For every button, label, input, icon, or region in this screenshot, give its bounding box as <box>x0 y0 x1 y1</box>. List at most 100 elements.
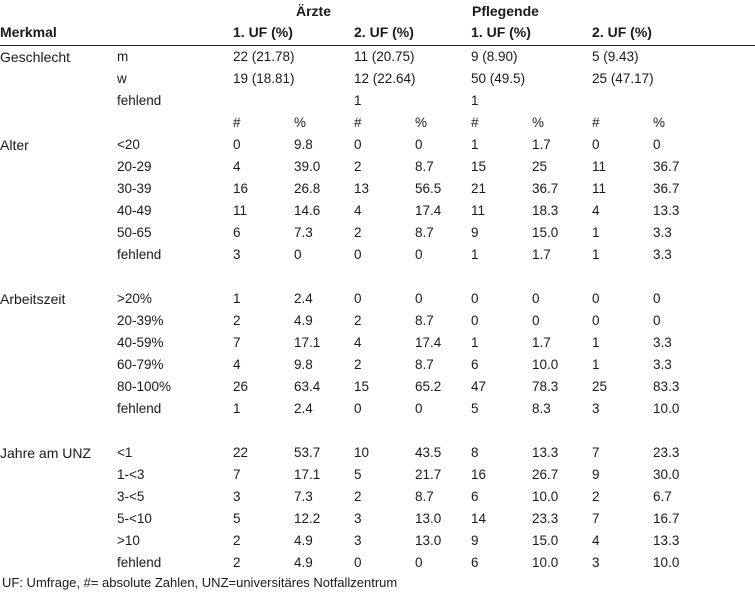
subcategory-cell: 20-39% <box>117 313 164 328</box>
count-cell: 2 <box>354 159 362 174</box>
count-cell: 7 <box>233 335 241 350</box>
count-cell: 4 <box>354 335 362 350</box>
column-header-uf2-pflegende: 2. UF (%) <box>592 24 652 40</box>
count-cell: 2 <box>354 225 362 240</box>
subcategory-cell: 60-79% <box>117 357 164 372</box>
subcategory-cell: 5-<10 <box>117 511 152 526</box>
percent-cell: 25 <box>532 159 548 174</box>
count-header: # <box>471 115 479 130</box>
percent-cell: 13.3 <box>532 445 559 460</box>
percent-cell: 2.4 <box>294 291 313 306</box>
count-cell: 3 <box>233 247 241 262</box>
count-cell: 10 <box>354 445 370 460</box>
table-row: 20-39% 2 4.9 2 8.7 0 0 0 0 <box>0 310 755 332</box>
spacer-row <box>0 266 755 288</box>
percent-cell: 3.3 <box>653 357 672 372</box>
group-label-empty <box>0 112 117 134</box>
count-cell: 6 <box>471 489 479 504</box>
percent-cell: 0 <box>653 291 661 306</box>
group-label: Jahre am UNZ <box>0 445 92 461</box>
group-label-empty <box>0 552 117 574</box>
percent-cell: 0 <box>415 137 423 152</box>
table-row: 60-79% 4 9.8 2 8.7 6 10.0 1 3.3 <box>0 354 755 376</box>
count-cell: 3 <box>592 555 600 570</box>
count-cell: 0 <box>354 555 362 570</box>
count-cell: 21 <box>471 181 487 196</box>
percent-cell: 4.9 <box>294 533 313 548</box>
spacer-row <box>0 420 755 442</box>
percent-cell: 53.7 <box>294 445 321 460</box>
table-row: 80-100% 26 63.4 15 65.2 47 78.3 25 83.3 <box>0 376 755 398</box>
value-cell <box>233 90 354 112</box>
count-cell: 2 <box>354 489 362 504</box>
percent-cell: 36.7 <box>532 181 559 196</box>
subcategory-cell: fehlend <box>117 93 162 108</box>
percent-cell: 15.0 <box>532 225 559 240</box>
percent-cell: 10.0 <box>532 489 559 504</box>
percent-cell: 10.0 <box>653 401 680 416</box>
count-cell: 0 <box>354 137 362 152</box>
percent-cell: 12.2 <box>294 511 321 526</box>
group-label-empty <box>0 310 117 332</box>
count-cell: 2 <box>592 489 600 504</box>
percent-cell: 1.7 <box>532 335 551 350</box>
subcategory-cell: fehlend <box>117 401 162 416</box>
table-row: Arbeitszeit >20% 1 2.4 0 0 0 0 0 0 <box>0 288 755 310</box>
percent-cell: 0 <box>415 401 423 416</box>
count-cell: 11 <box>592 159 607 174</box>
spacer-cell <box>0 420 755 442</box>
count-cell: 1 <box>471 247 479 262</box>
percent-cell: 26.8 <box>294 181 321 196</box>
count-cell: 7 <box>592 445 600 460</box>
count-cell: 0 <box>354 401 362 416</box>
count-cell: 5 <box>233 511 241 526</box>
group-label-empty <box>0 530 117 552</box>
percent-cell: 4.9 <box>294 313 313 328</box>
group-label-empty <box>0 222 117 244</box>
count-cell: 1 <box>233 401 241 416</box>
count-cell: 0 <box>592 137 600 152</box>
subcategory-cell: 50-65 <box>117 225 152 240</box>
percent-header: % <box>532 115 545 130</box>
subcategory-cell: m <box>117 49 129 64</box>
percent-cell: 21.7 <box>415 467 442 482</box>
count-cell: 16 <box>471 467 487 482</box>
table-row: 40-49 11 14.6 4 17.4 11 18.3 4 13.3 <box>0 200 755 222</box>
count-cell: 4 <box>233 159 241 174</box>
count-cell: 5 <box>471 401 479 416</box>
count-cell: 0 <box>592 313 600 328</box>
group-label-empty <box>0 178 117 200</box>
subcategory-cell: 3-<5 <box>117 489 145 504</box>
percent-cell: 36.7 <box>653 159 680 174</box>
percent-cell: 78.3 <box>532 379 559 394</box>
value-cell: 9 (8.90) <box>471 49 518 64</box>
count-cell: 0 <box>592 291 600 306</box>
count-cell: 11 <box>233 203 248 218</box>
count-cell: 1 <box>592 225 600 240</box>
percent-cell: 23.3 <box>653 445 680 460</box>
count-cell: 15 <box>354 379 370 394</box>
value-cell: 11 (20.75) <box>354 49 415 64</box>
column-header-row: Merkmal 1. UF (%) 2. UF (%) 1. UF (%) 2.… <box>0 22 755 46</box>
percent-cell: 7.3 <box>294 489 313 504</box>
group-header-aerzte: Ärzte <box>296 3 332 19</box>
count-cell: 16 <box>233 181 249 196</box>
count-cell: 0 <box>354 291 362 306</box>
percent-cell: 17.4 <box>415 203 442 218</box>
count-cell: 47 <box>471 379 487 394</box>
count-cell: 3 <box>233 489 241 504</box>
count-cell: 0 <box>233 137 241 152</box>
count-cell: 6 <box>233 225 241 240</box>
count-cell: 1 <box>471 335 479 350</box>
table-row: 5-<10 5 12.2 3 13.0 14 23.3 7 16.7 <box>0 508 755 530</box>
column-header-subcategory <box>117 22 233 46</box>
table-row: 30-39 16 26.8 13 56.5 21 36.7 11 36.7 <box>0 178 755 200</box>
table-row: fehlend 1 2.4 0 0 5 8.3 3 10.0 <box>0 398 755 420</box>
column-header-merkmal: Merkmal <box>0 24 57 40</box>
percent-cell: 15.0 <box>532 533 559 548</box>
table-row: 50-65 6 7.3 2 8.7 9 15.0 1 3.3 <box>0 222 755 244</box>
subcategory-cell: fehlend <box>117 247 162 262</box>
percent-cell: 18.3 <box>532 203 559 218</box>
percent-cell: 43.5 <box>415 445 442 460</box>
percent-cell: 8.7 <box>415 313 434 328</box>
